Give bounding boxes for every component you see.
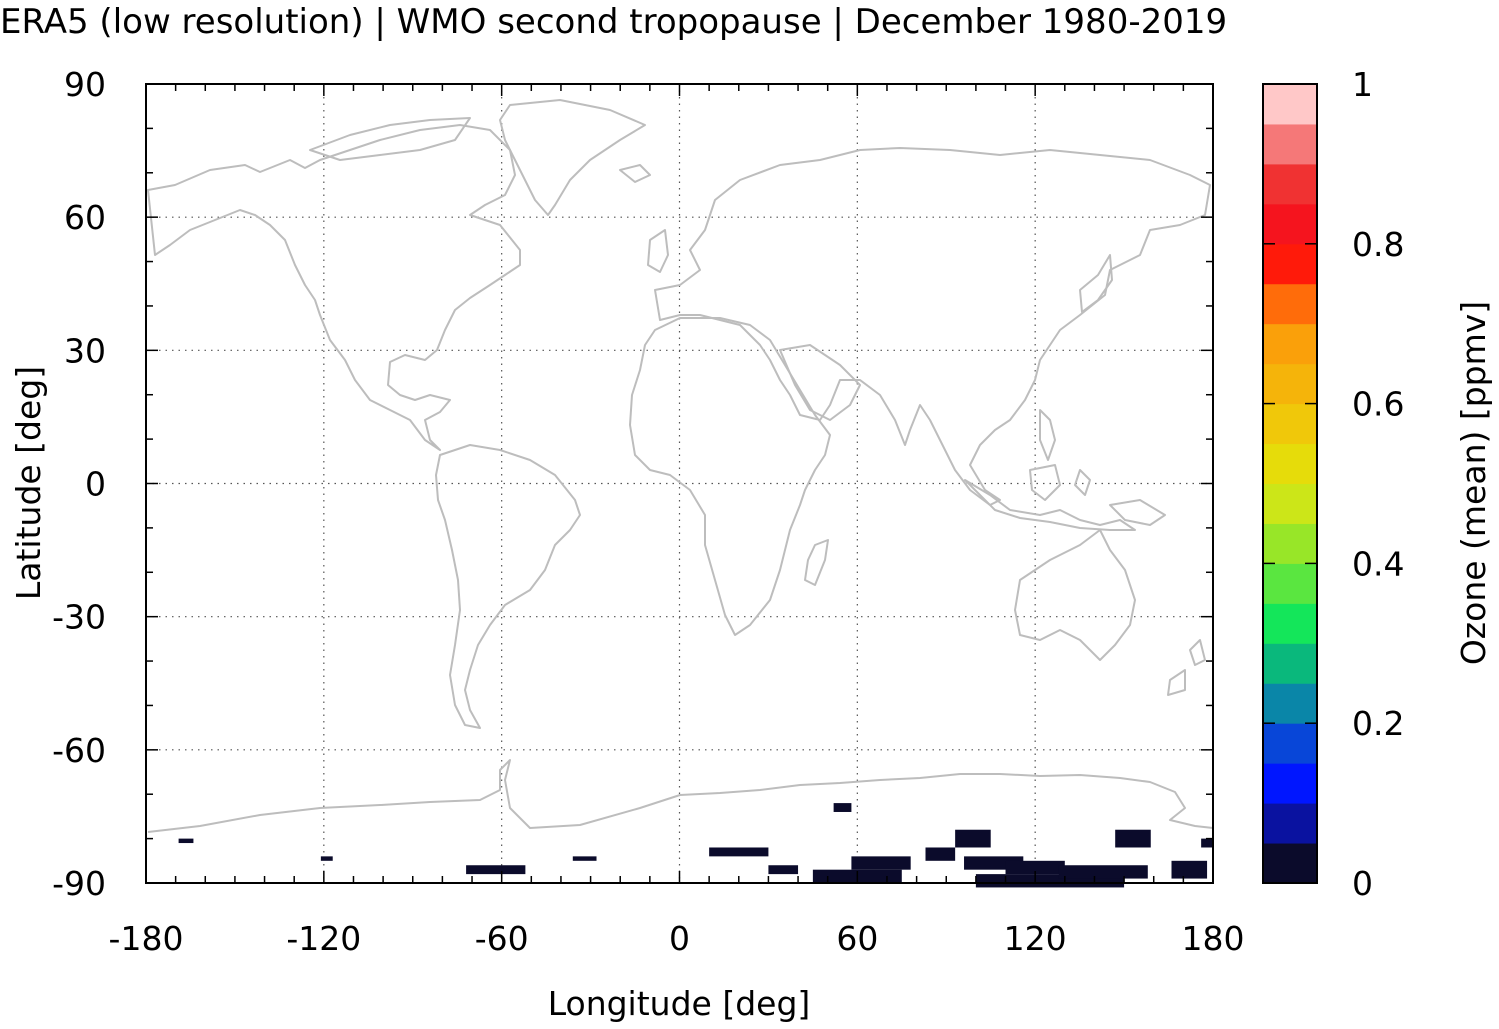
y-axis-label: Latitude [deg] xyxy=(9,366,48,600)
y-tick-label: 90 xyxy=(64,65,106,104)
data-cell xyxy=(1058,865,1148,879)
chart-title: ERA5 (low resolution) | WMO second tropo… xyxy=(0,2,1227,42)
y-tick-label: -30 xyxy=(52,598,106,637)
colorbar-segment xyxy=(1263,243,1317,285)
y-tick-label: -90 xyxy=(52,864,106,903)
colorbar-tick-label: 0.8 xyxy=(1352,225,1404,264)
colorbar-segment xyxy=(1263,683,1317,724)
colorbar-segment xyxy=(1263,803,1317,844)
x-tick-label: -60 xyxy=(475,919,529,958)
data-cell xyxy=(925,847,956,861)
data-cell xyxy=(178,838,194,844)
colorbar-segment xyxy=(1263,763,1317,804)
colorbar-tick-label: 1 xyxy=(1352,65,1373,104)
data-cell xyxy=(833,803,852,812)
data-cell xyxy=(955,829,991,848)
data-cell xyxy=(709,847,769,857)
x-tick-label: 120 xyxy=(1004,919,1067,958)
colorbar xyxy=(1262,83,1318,884)
colorbar-segment xyxy=(1263,643,1317,684)
colorbar-tick-label: 0 xyxy=(1352,864,1373,903)
colorbar-tick-label: 0.6 xyxy=(1352,385,1404,424)
x-axis-label: Longitude [deg] xyxy=(548,984,811,1023)
y-tick-label: 30 xyxy=(64,331,106,370)
x-tick-label: -120 xyxy=(286,919,361,958)
data-cell xyxy=(1115,829,1151,848)
y-tick-label: -60 xyxy=(52,731,106,770)
colorbar-segment xyxy=(1263,123,1317,165)
data-cell xyxy=(1171,860,1208,879)
x-tick-labels: -180 -120 -60 0 60 120 180 xyxy=(109,919,1245,958)
data-cell xyxy=(320,856,333,861)
colorbar-segment xyxy=(1263,363,1317,405)
grid-lines xyxy=(146,84,1213,883)
colorbar-segment xyxy=(1263,203,1317,245)
data-cell xyxy=(466,865,526,875)
colorbar-frame xyxy=(1262,83,1318,884)
colorbar-segment xyxy=(1263,283,1317,325)
colorbar-tick-label: 0.4 xyxy=(1352,544,1404,583)
colorbar-segment xyxy=(1263,603,1317,644)
x-tick-label: 0 xyxy=(669,919,690,958)
x-tick-label: 60 xyxy=(836,919,878,958)
data-cell xyxy=(768,865,799,875)
y-tick-labels: 90 60 30 0 -30 -60 -90 xyxy=(52,65,106,903)
x-tick-label: 180 xyxy=(1182,919,1245,958)
minor-ticks xyxy=(145,83,1214,884)
colorbar-segment xyxy=(1263,443,1317,484)
colorbar-segment xyxy=(1263,483,1317,524)
colorbar-segment xyxy=(1263,84,1317,125)
colorbar-segment xyxy=(1263,523,1317,564)
colorbar-segment xyxy=(1263,323,1317,365)
colorbar-segment xyxy=(1263,723,1317,764)
y-tick-label: 60 xyxy=(64,198,106,237)
colorbar-segment xyxy=(1263,403,1317,445)
colorbar-tick-labels: 0 0.2 0.4 0.6 0.8 1 xyxy=(1352,65,1404,903)
colorbar-segment xyxy=(1263,163,1317,205)
colorbar-segment xyxy=(1263,563,1317,604)
data-cell xyxy=(572,856,597,861)
y-tick-label: 0 xyxy=(85,465,106,504)
coastline-map xyxy=(147,99,1214,833)
colorbar-segment xyxy=(1263,843,1317,884)
data-cells xyxy=(178,803,1213,888)
data-cell xyxy=(1201,838,1213,848)
x-tick-label: -180 xyxy=(109,919,184,958)
colorbar-label: Ozone (mean) [ppmv] xyxy=(1454,301,1493,665)
data-cell xyxy=(1005,860,1065,875)
data-cell xyxy=(851,856,911,870)
colorbar-tick-label: 0.2 xyxy=(1352,704,1404,743)
